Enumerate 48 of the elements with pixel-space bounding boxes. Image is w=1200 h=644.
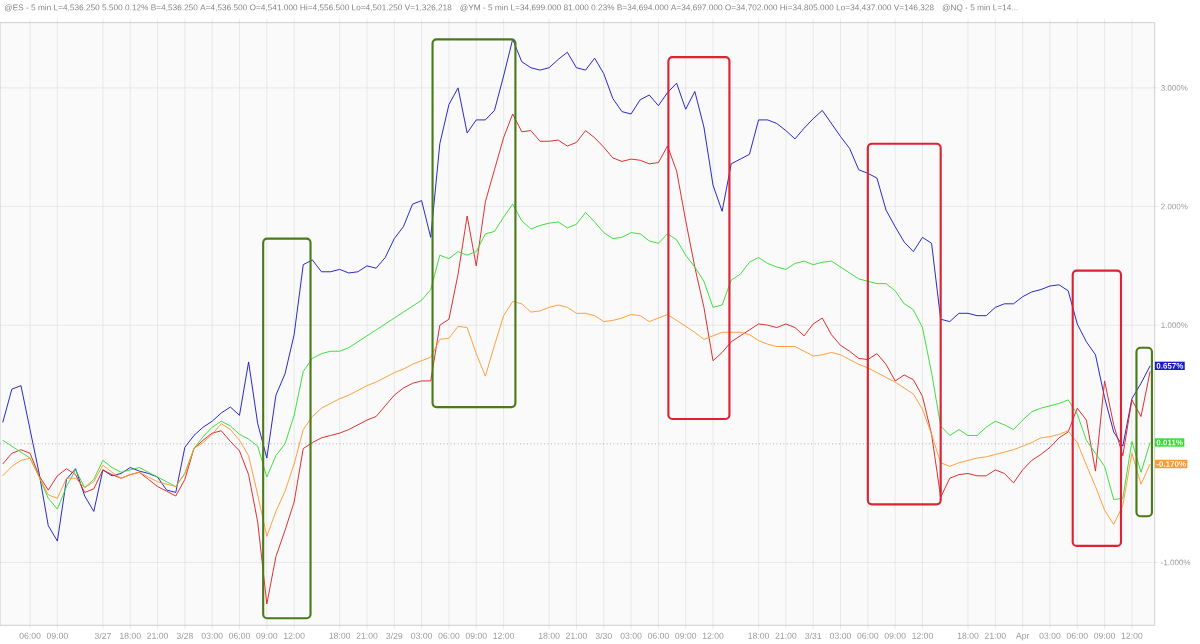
x-tick-label: 12:00	[493, 632, 515, 639]
x-tick-label: 12:00	[1121, 632, 1143, 639]
text: @YM - 5 min L=34,699.000 81.000 0.23% B=34,694.000 A=34,697.000 O=34,702.000 Hi=34,805.000 Lo=34,437.000 V=146,328	[460, 4, 934, 12]
x-tick-label: 18:00	[538, 632, 560, 639]
x-tick-label: 3/27	[94, 632, 111, 640]
x-tick-label: 18:00	[329, 632, 351, 639]
y-tick-label: 1.000%	[1161, 322, 1188, 328]
x-tick-label: 12:00	[912, 632, 933, 639]
x-tick-label: 03:00	[411, 632, 433, 639]
x-tick-label: 03:00	[1039, 632, 1061, 639]
x-tick-label: 09:00	[256, 632, 278, 639]
x-tick-label: 09:00	[675, 632, 697, 639]
data-label: 0.011%	[1156, 439, 1183, 446]
x-tick-label: 03:00	[620, 632, 642, 639]
x-tick-label: 09:00	[1094, 632, 1116, 639]
data-label: -0.170%	[1156, 461, 1186, 467]
x-tick-label: 09:00	[884, 632, 906, 639]
x-tick-label: 06:00	[647, 632, 669, 639]
x-tick-label: 09:00	[465, 632, 487, 639]
text: @NQ - 5 min L=14...	[942, 4, 1018, 12]
x-tick-label: 21:00	[147, 632, 169, 639]
x-tick-label: 06:00	[438, 632, 460, 639]
x-tick-label: 06:00	[857, 632, 879, 639]
x-tick-label: 18:00	[957, 632, 979, 639]
x-tick-label: 03:00	[830, 632, 852, 639]
text: @ES - 5 min L=4,536.250 5.500 0.12% B=4,536.250 A=4,536.500 O=4,541.000 Hi=4,556.500 Lo=4,501.250 V=1,326,218	[4, 4, 452, 12]
x-tick-label: 3/29	[386, 632, 403, 640]
x-tick-label: 12:00	[283, 632, 305, 639]
data-label: 0.657%	[1156, 363, 1184, 369]
x-tick-label: 21:00	[566, 632, 587, 639]
x-tick-label: 3/28	[176, 632, 193, 640]
x-tick-label: 09:00	[46, 632, 68, 639]
y-tick-label: -1.000%	[1161, 559, 1191, 566]
x-tick-label: 18:00	[748, 632, 770, 639]
y-tick-label: 3.000%	[1161, 85, 1188, 91]
x-tick-label: 03:00	[201, 632, 223, 639]
x-tick-label: Apr	[1015, 632, 1030, 641]
x-tick-label: 3/30	[595, 632, 612, 640]
x-tick-label: 21:00	[775, 632, 797, 639]
x-tick-label: 18:00	[120, 632, 141, 639]
x-tick-label: 21:00	[356, 632, 378, 639]
x-tick-label: 12:00	[702, 632, 724, 639]
x-tick-label: 06:00	[1066, 632, 1088, 639]
x-tick-label: 21:00	[984, 632, 1006, 639]
y-tick-label: 2.000%	[1161, 203, 1188, 210]
x-tick-label: 3/31	[805, 632, 822, 640]
x-tick-label: 06:00	[19, 632, 41, 639]
x-tick-label: 06:00	[228, 632, 250, 639]
